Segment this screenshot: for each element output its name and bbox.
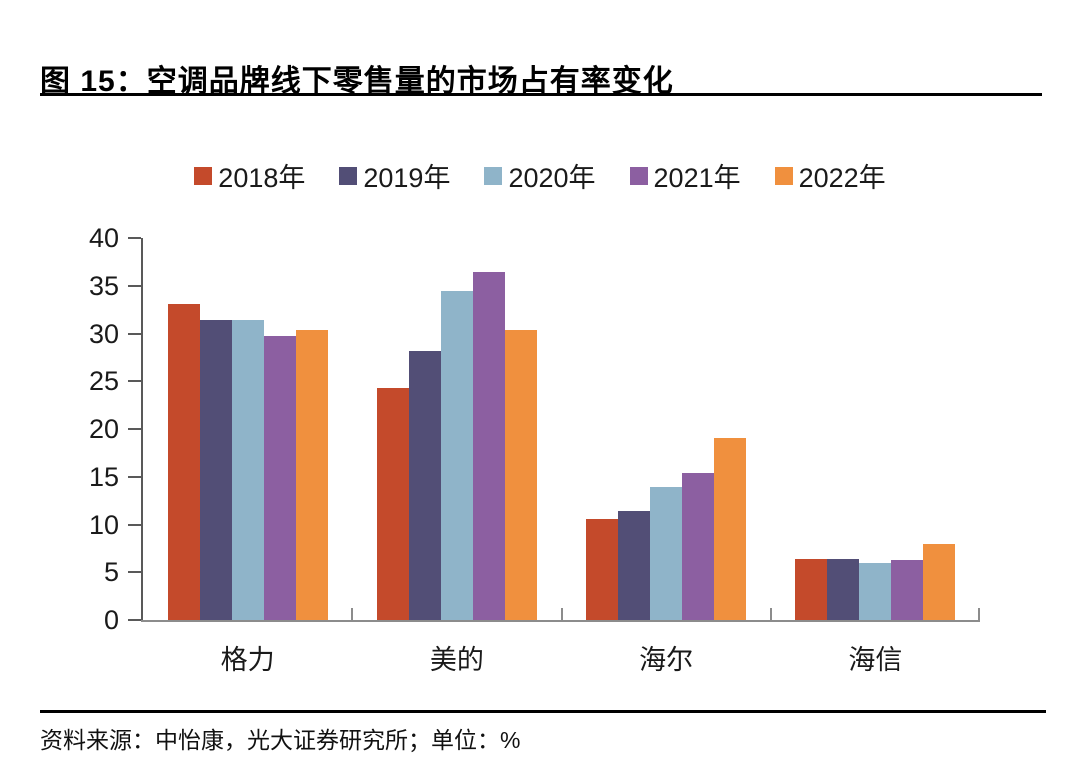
bar-美的-2019年 <box>408 350 441 620</box>
y-tick <box>128 237 141 239</box>
y-tick <box>128 571 141 574</box>
bar-海尔-2020年 <box>650 487 683 620</box>
x-tick <box>978 608 980 620</box>
y-tick-label: 30 <box>88 318 119 349</box>
x-axis-line <box>141 620 980 622</box>
x-tick <box>560 608 563 620</box>
bar-海信-2021年 <box>891 559 924 620</box>
legend-label: 2022年 <box>798 163 886 193</box>
bar-海尔-2021年 <box>682 472 715 620</box>
y-tick-label: 0 <box>103 605 119 635</box>
y-tick <box>128 284 141 287</box>
legend-label: 2019年 <box>363 163 451 193</box>
x-tick <box>769 608 772 620</box>
bar-美的-2022年 <box>504 329 537 620</box>
y-tick <box>128 475 141 478</box>
bar-美的-2018年 <box>376 387 409 620</box>
y-tick-label: 35 <box>88 270 119 301</box>
y-tick-label: 40 <box>88 223 119 253</box>
bar-海尔-2018年 <box>586 518 619 620</box>
x-category-label: 美的 <box>429 645 484 675</box>
y-tick <box>128 619 141 621</box>
legend-item-2019年: 2019年 <box>339 156 450 195</box>
y-tick <box>128 523 141 526</box>
legend-swatch-icon <box>484 166 503 185</box>
y-tick-label: 25 <box>88 366 119 397</box>
legend-swatch-icon <box>339 166 358 185</box>
y-tick <box>128 380 141 383</box>
legend-label: 2018年 <box>218 163 306 193</box>
bar-格力-2022年 <box>295 329 328 620</box>
legend-label: 2021年 <box>653 163 741 193</box>
y-tick-label: 10 <box>88 509 119 540</box>
bar-海信-2018年 <box>795 558 828 620</box>
source-note: 资料来源：中怡康，光大证券研究所；单位：% <box>40 727 521 753</box>
bar-格力-2020年 <box>231 320 264 620</box>
bar-海尔-2019年 <box>618 511 651 620</box>
bar-海信-2019年 <box>827 558 860 620</box>
x-category-label: 格力 <box>220 645 275 675</box>
bar-海信-2020年 <box>859 562 892 620</box>
bar-海信-2022年 <box>923 543 956 620</box>
footer-divider <box>40 710 1046 713</box>
legend-swatch-icon <box>194 166 213 185</box>
chart-legend: 2018年 2019年 2020年 2021年 2022年 <box>0 156 1080 195</box>
bar-格力-2019年 <box>199 320 232 620</box>
legend-item-2021年: 2021年 <box>629 156 741 195</box>
legend-item-2020年: 2020年 <box>484 156 596 195</box>
y-tick-label: 20 <box>88 414 119 444</box>
y-tick-label: 15 <box>88 461 119 492</box>
title-divider <box>40 93 1042 96</box>
bar-美的-2021年 <box>472 272 505 620</box>
x-category-label: 海信 <box>848 645 903 675</box>
legend-item-2022年: 2022年 <box>774 156 886 195</box>
legend-item-2018年: 2018年 <box>194 156 305 195</box>
bar-格力-2021年 <box>263 336 296 620</box>
bar-美的-2020年 <box>440 291 473 620</box>
bar-海尔-2022年 <box>714 437 747 620</box>
y-tick-label: 5 <box>103 557 119 588</box>
legend-swatch-icon <box>629 166 648 185</box>
y-tick <box>128 428 141 430</box>
legend-swatch-icon <box>774 166 793 185</box>
x-tick <box>351 608 354 620</box>
y-axis-line <box>141 238 143 622</box>
y-tick <box>128 332 141 335</box>
figure-title: 图 15：空调品牌线下零售量的市场占有率变化 <box>40 65 674 99</box>
x-category-label: 海尔 <box>639 645 694 675</box>
legend-label: 2020年 <box>508 163 596 193</box>
bar-格力-2018年 <box>167 303 200 620</box>
